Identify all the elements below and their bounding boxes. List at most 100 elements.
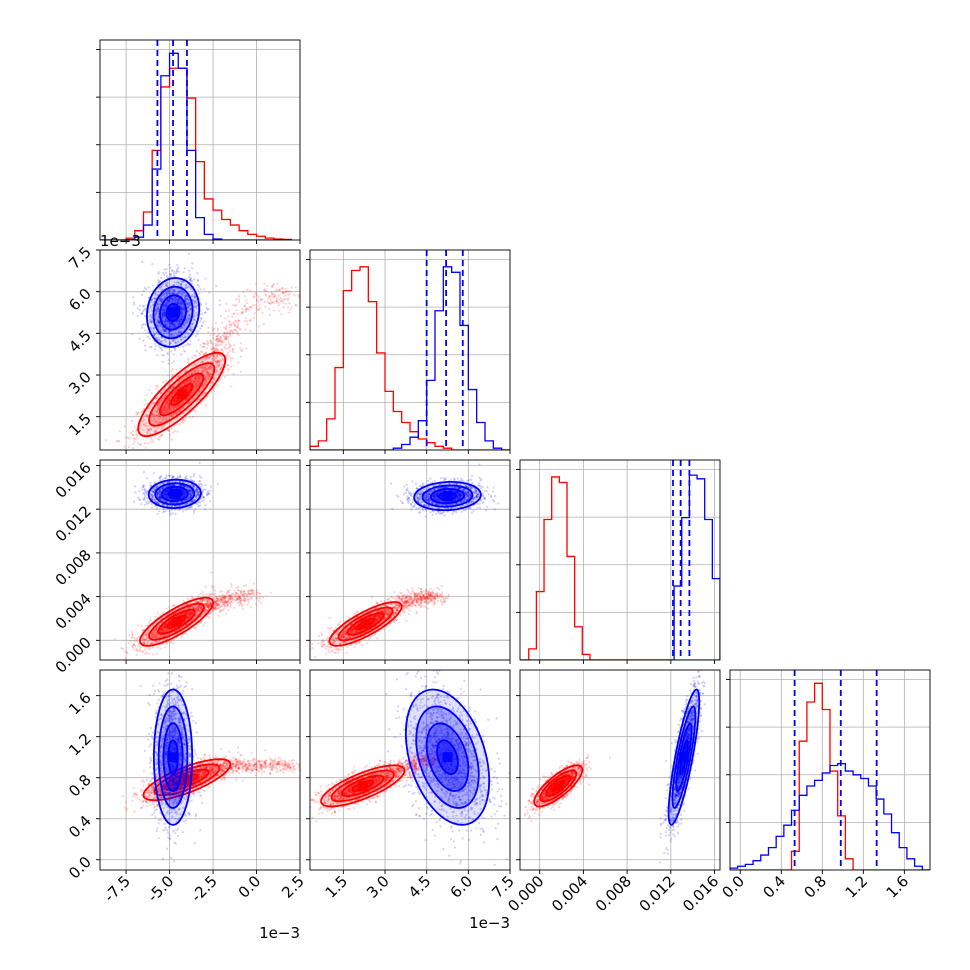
sample-point [171,386,174,389]
sample-point [142,418,146,421]
sample-point [242,584,246,588]
sample-point [167,406,170,410]
sample-point [156,405,160,408]
sample-point [189,379,192,383]
sample-point [124,436,127,439]
sample-point [167,405,171,408]
sample-point [204,378,207,382]
histogram-model-a [730,762,930,870]
sample-point [230,583,233,586]
sample-point [265,294,268,297]
sample-point [279,297,282,300]
sample-point [167,429,170,433]
sample-point [151,419,154,422]
sample-point [205,307,208,310]
sample-point [220,348,224,352]
sample-point [158,345,161,348]
sample-point [216,340,220,343]
sample-point [155,410,159,413]
sample-point [189,340,192,343]
sample-point [157,414,160,417]
sample-point [160,434,164,437]
sample-point [237,361,240,364]
sample-point [173,390,177,393]
sample-point [278,309,281,312]
sample-point [245,307,248,310]
sample-point [289,308,292,311]
sample-point [187,358,190,361]
sample-point [161,417,164,420]
sample-point [155,421,159,424]
sample-point [210,341,213,344]
sample-point [272,301,276,304]
sample-point [216,363,219,367]
sample-point [205,369,209,372]
sample-point [206,360,209,363]
sample-point [150,419,153,422]
sample-point [143,648,146,651]
sample-point [159,421,162,424]
sample-point [178,402,181,406]
sample-point [125,651,128,654]
sample-point [255,589,258,592]
sample-point [168,263,171,266]
sample-point [188,394,191,397]
sample-point [155,414,158,417]
sample-point [257,305,260,308]
sample-point [198,380,201,383]
sample-point [213,589,216,592]
sample-point [205,380,208,383]
sample-point [166,405,169,408]
sample-point [205,375,208,378]
sample-point [166,406,169,409]
sample-point [143,423,146,426]
sample-point [160,348,164,352]
sample-point [224,336,227,339]
sample-point [174,398,177,402]
sample-point [141,293,144,296]
sample-point [135,428,138,431]
sample-point [213,349,216,352]
sample-point [258,303,261,306]
sample-point [162,427,165,430]
sample-point [166,374,170,377]
sample-point [215,355,219,358]
sample-point [187,386,190,389]
sample-point [99,456,101,458]
sample-point [242,310,245,313]
sample-point [210,584,213,588]
sample-point [126,436,130,439]
sample-point [176,375,179,378]
sample-point [180,378,184,381]
sample-point [186,389,189,392]
sample-point [119,462,121,464]
sample-point [135,411,138,414]
sample-point [198,292,201,295]
sample-point [161,411,164,414]
sample-point [165,400,169,403]
sample-point [206,365,209,368]
sample-point [170,410,173,413]
sample-point [253,317,256,320]
sample-point [191,262,194,265]
sample-point [257,599,261,603]
sample-point [249,606,252,609]
sample-point [211,592,214,596]
sample-point [247,598,250,602]
sample-point [237,298,240,301]
sample-point [256,298,259,301]
sample-point [165,393,168,396]
sample-point [154,615,157,618]
sample-point [229,344,232,347]
sample-point [282,299,285,302]
sample-point [232,303,235,306]
sample-point [249,329,252,333]
sample-point [283,294,287,297]
sample-point [196,377,199,380]
sample-point [205,371,208,374]
sample-point [157,402,160,405]
sample-point [193,369,197,373]
sample-point [158,402,162,405]
sample-point [130,630,133,634]
